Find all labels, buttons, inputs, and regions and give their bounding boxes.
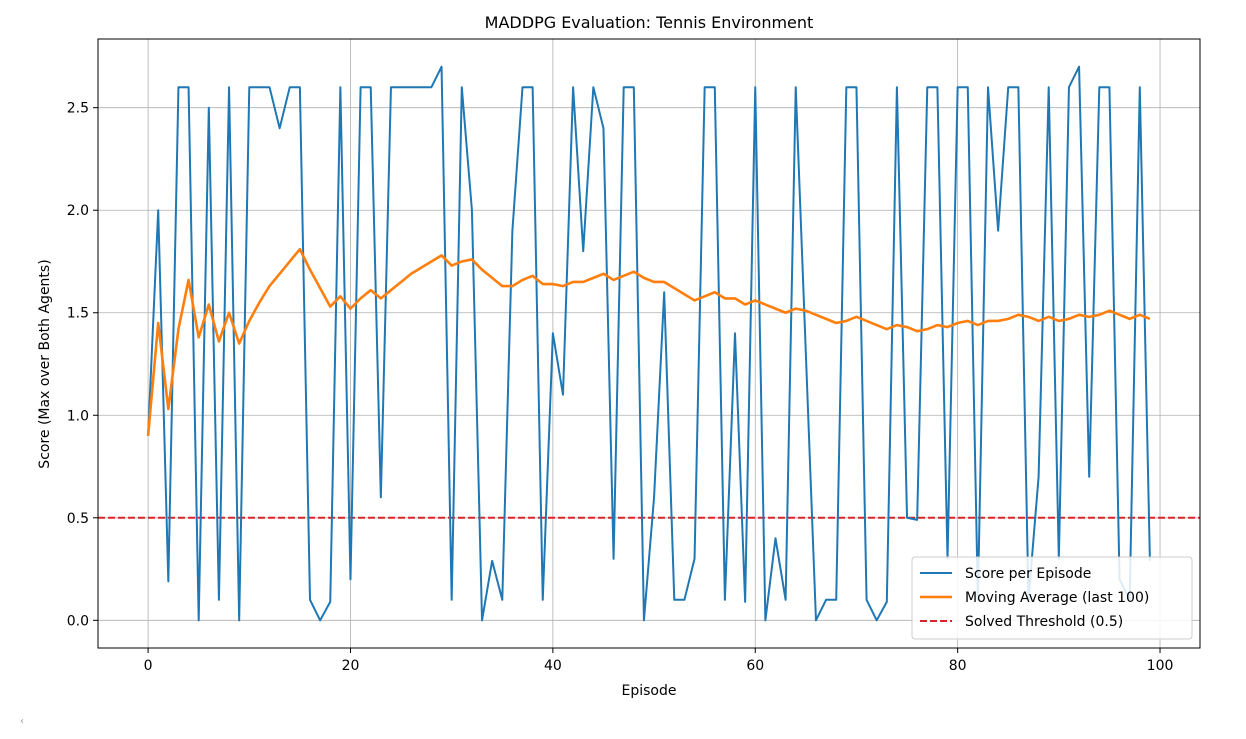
- axes-layer: 0 20 40 60 80 100 0.0 0.5 1.0 1.5 2.0 2.5: [67, 38, 1201, 674]
- series-layer: [146, 65, 1151, 622]
- legend: Score per Episode Moving Average (last 10…: [911, 556, 1193, 640]
- x-tick-label: 0: [144, 658, 153, 674]
- score-per-episode-line: [147, 65, 1151, 622]
- moving-average-line: [146, 247, 1151, 436]
- y-tick-label: 0.5: [67, 511, 89, 527]
- plot-frame: [97, 38, 1201, 649]
- legend-entry-moving-average-label: Moving Average (last 100): [965, 590, 1149, 606]
- x-tick-label: 100: [1147, 658, 1174, 674]
- x-tick-label: 20: [342, 658, 360, 674]
- legend-entry-threshold-label: Solved Threshold (0.5): [965, 614, 1123, 630]
- y-axis-label: Score (Max over Both Agents): [37, 259, 53, 468]
- x-tick-label: 80: [949, 658, 967, 674]
- chart-title: MADDPG Evaluation: Tennis Environment: [485, 13, 814, 32]
- legend-box: [911, 556, 1193, 640]
- x-axis-label: Episode: [622, 683, 677, 699]
- y-tick-label: 2.5: [67, 101, 89, 117]
- y-tick-label: 1.5: [67, 306, 89, 322]
- scroll-marker: ‹: [20, 716, 24, 727]
- y-tick-label: 2.0: [67, 203, 89, 219]
- y-tick-label: 1.0: [67, 408, 89, 424]
- y-tick-label: 0.0: [67, 613, 89, 629]
- legend-entry-score-label: Score per Episode: [965, 566, 1091, 582]
- grid-lines: [98, 39, 1200, 648]
- x-tick-label: 60: [746, 658, 764, 674]
- x-tick-label: 40: [544, 658, 562, 674]
